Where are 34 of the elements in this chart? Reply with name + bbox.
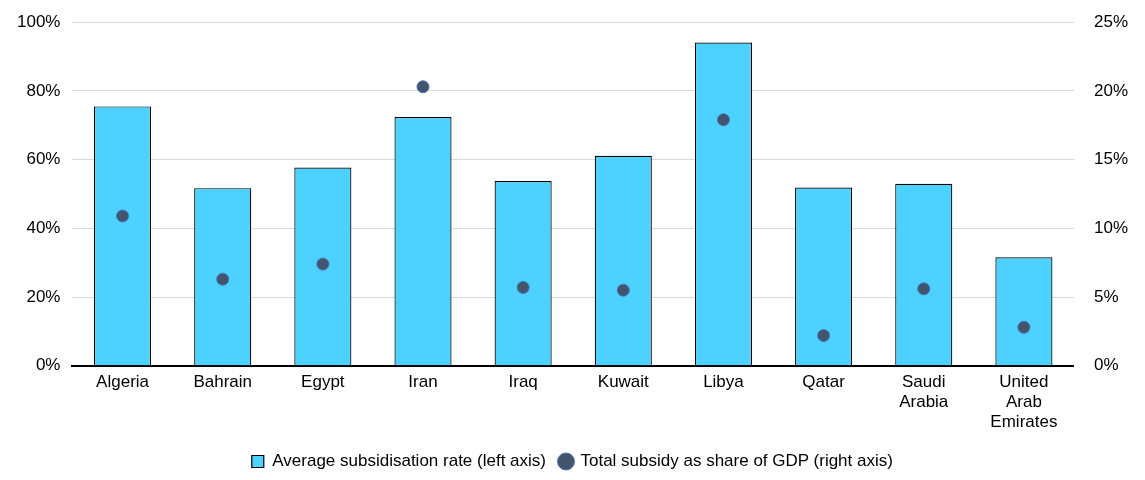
- x-tick-label: Iran: [408, 371, 438, 391]
- y-tick-label: 40%: [26, 218, 61, 238]
- x-tick-label: Algeria: [96, 371, 150, 391]
- y-tick-label: 20%: [26, 286, 61, 306]
- y-tick-label: 80%: [26, 80, 61, 100]
- point: [116, 209, 130, 223]
- x-tick-label: Iraq: [508, 371, 538, 391]
- point: [416, 80, 430, 94]
- y-tick-label: 60%: [26, 149, 61, 169]
- point: [716, 113, 730, 127]
- legend-label: Average subsidisation rate (left axis): [272, 451, 546, 471]
- y-tick-label: 100%: [17, 11, 61, 31]
- x-tick-label: Egypt: [301, 371, 345, 391]
- point: [616, 283, 630, 297]
- point: [316, 257, 330, 271]
- point: [216, 272, 230, 286]
- y-tick-label: 0%: [35, 355, 61, 375]
- y2-tick-label: 5%: [1093, 286, 1119, 306]
- y2-tick-label: 10%: [1093, 218, 1129, 238]
- x-tick-label: United Arab Emirates: [990, 371, 1058, 432]
- y2-tick-label: 20%: [1093, 80, 1129, 100]
- point: [917, 282, 931, 296]
- x-tick-label: Bahrain: [193, 371, 253, 391]
- point: [1017, 320, 1031, 334]
- x-tick-label: Saudi Arabia: [899, 371, 949, 412]
- y2-tick-label: 0%: [1093, 355, 1119, 375]
- x-tick-label: Libya: [703, 371, 745, 391]
- legend-label: Total subsidy as share of GDP (right axis): [580, 451, 893, 471]
- x-tick-label: Qatar: [802, 371, 846, 391]
- point: [817, 329, 831, 343]
- x-tick-label: Kuwait: [597, 371, 650, 391]
- y2-tick-label: 25%: [1093, 11, 1129, 31]
- point: [516, 280, 530, 294]
- y2-tick-label: 15%: [1093, 149, 1129, 169]
